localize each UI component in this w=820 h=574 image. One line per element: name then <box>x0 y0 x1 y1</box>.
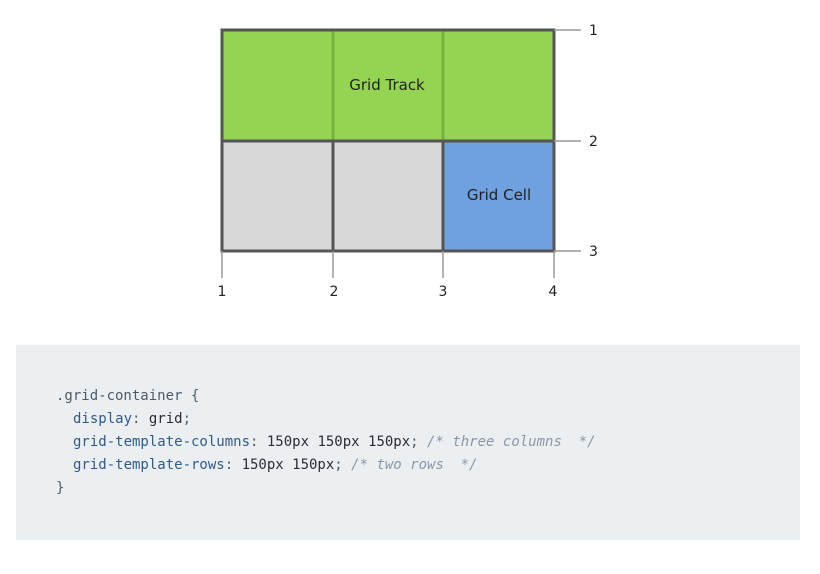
grid-cell <box>443 141 554 251</box>
column-line-number: 2 <box>330 284 339 300</box>
grid-track-row <box>222 30 554 141</box>
code-line-declaration: display: grid; <box>73 411 192 427</box>
row-line-number: 1 <box>589 23 598 39</box>
grid-diagram-svg: Grid Track Grid Cell 1 2 3 1 2 3 4 <box>218 23 598 300</box>
column-line-number: 1 <box>218 284 227 300</box>
column-line-number: 3 <box>439 284 448 300</box>
css-property: grid-template-columns <box>73 434 251 450</box>
code-line-declaration: grid-template-rows: 150px 150px; /* two … <box>73 457 478 473</box>
css-value: 150px 150px <box>241 457 335 473</box>
css-property: display <box>73 411 133 427</box>
code-line-selector: .grid-container { <box>56 385 800 408</box>
code-comment: /* three columns */ <box>427 434 596 450</box>
open-brace: { <box>190 388 200 404</box>
close-brace: } <box>56 480 65 496</box>
row-line-number: 2 <box>589 134 598 150</box>
code-comment: /* two rows */ <box>351 457 478 473</box>
grid-cell-label: Grid Cell <box>467 186 531 204</box>
css-selector: .grid-container <box>56 388 183 404</box>
code-example-panel: .grid-container { display: grid; grid-te… <box>16 345 800 540</box>
css-property: grid-template-rows <box>73 457 225 473</box>
code-line-close: } <box>56 477 800 500</box>
empty-cell <box>222 141 333 251</box>
grid-diagram: Grid Track Grid Cell 1 2 3 1 2 3 4 <box>218 23 598 300</box>
css-value: grid <box>148 411 183 427</box>
row-line-number: 3 <box>589 244 598 260</box>
empty-cell <box>333 141 443 251</box>
css-value: 150px 150px 150px <box>266 434 411 450</box>
column-line-number: 4 <box>549 284 558 300</box>
grid-track-label: Grid Track <box>349 76 425 94</box>
code-line-declaration: grid-template-columns: 150px 150px 150px… <box>73 434 596 450</box>
